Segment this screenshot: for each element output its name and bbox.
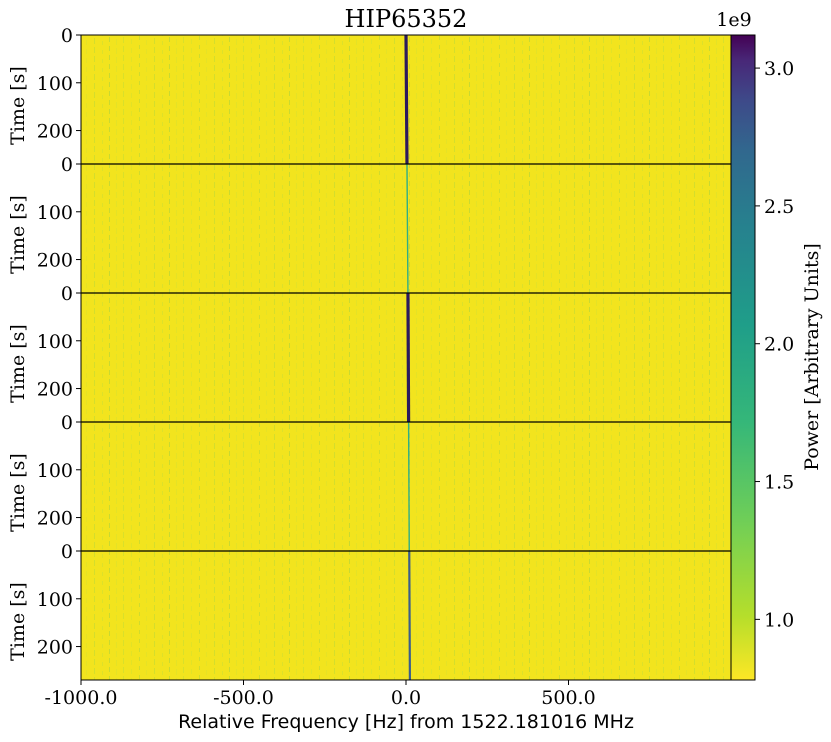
y-axis-label: Time [s] (7, 582, 29, 661)
x-tick-label: 500.0 (541, 687, 595, 709)
y-tick-label: 100 (37, 589, 73, 611)
signal-line-panel-3 (406, 292, 411, 423)
x-axis: -1000.0 -500.0 0.0 500.0 (45, 680, 596, 709)
x-tick-label: -500.0 (213, 687, 274, 709)
y-tick-label: 100 (37, 73, 73, 95)
y-tick-label: 0 (61, 541, 73, 563)
y-axis: 0 100 200 Time [s] 0 100 200 Time [s] 0 100 200 Tim… (7, 25, 81, 661)
y-tick-label: 200 (37, 121, 73, 143)
y-tick-label: 100 (37, 202, 73, 224)
chart-title: HIP65352 (345, 5, 468, 33)
x-tick-label: 0.0 (391, 687, 421, 709)
y-axis-label: Time [s] (7, 195, 29, 274)
colorbar-scale-label: 1e9 (716, 9, 751, 31)
waterfall-panels (81, 35, 731, 680)
panel-2 (81, 164, 731, 293)
colorbar-label: Power [Arbitrary Units] (801, 243, 823, 471)
signal-line-panel-4 (407, 421, 410, 552)
colorbar-axis: 1.0 1.5 2.0 2.5 3.0 (755, 58, 794, 631)
y-tick-label: 0 (61, 25, 73, 47)
signal-line-panel-5 (408, 550, 411, 680)
colorbar-tick-label: 2.0 (764, 334, 794, 356)
y-tick-label: 0 (61, 154, 73, 176)
panel-4 (81, 422, 731, 551)
y-axis-label: Time [s] (7, 324, 29, 403)
y-tick-label: 100 (37, 331, 73, 353)
panel-3 (81, 293, 731, 422)
y-axis-label: Time [s] (7, 453, 29, 532)
colorbar (730, 34, 756, 681)
signal-line-panel-2 (406, 163, 409, 294)
y-tick-label: 0 (61, 283, 73, 305)
y-tick-label: 200 (37, 637, 73, 659)
y-axis-label: Time [s] (7, 66, 29, 145)
y-tick-label: 0 (61, 412, 73, 434)
colorbar-tick-label: 3.0 (764, 58, 794, 80)
x-tick-label: -1000.0 (45, 687, 118, 709)
colorbar-tick-label: 1.5 (764, 472, 794, 494)
y-tick-label: 100 (37, 460, 73, 482)
y-tick-label: 200 (37, 250, 73, 272)
y-tick-label: 200 (37, 379, 73, 401)
x-axis-label: Relative Frequency [Hz] from 1522.181016… (178, 711, 634, 733)
y-tick-label: 200 (37, 508, 73, 530)
colorbar-tick-label: 1.0 (764, 609, 794, 631)
colorbar-tick-label: 2.5 (764, 196, 794, 218)
panel-5 (81, 551, 731, 680)
signal-line-panel-1 (404, 35, 409, 165)
